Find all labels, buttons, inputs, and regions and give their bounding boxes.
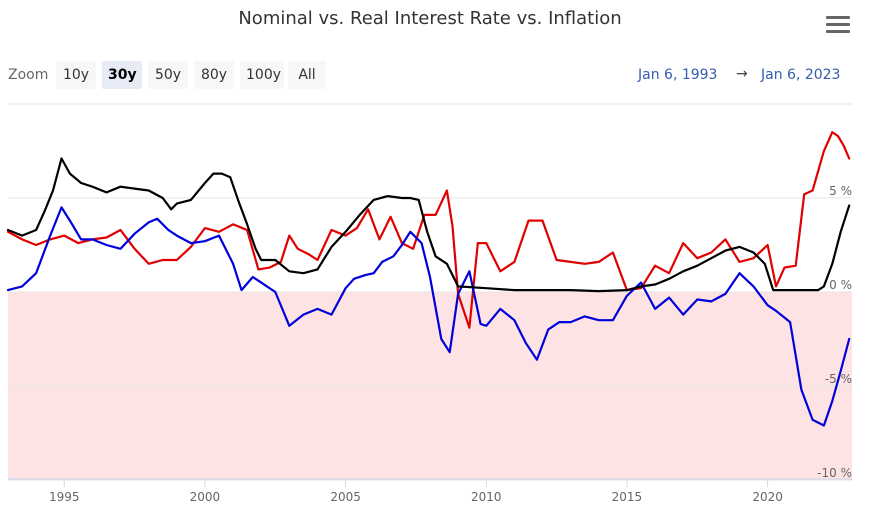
series-line-inflation[interactable]: [6, 131, 851, 329]
zoom-all-button[interactable]: All: [288, 61, 326, 89]
gridlines: [8, 197, 852, 481]
y-tick-label: -10 %: [817, 466, 852, 480]
x-tick-labels: 1995 2000 2005 2010 2015 2020: [49, 479, 783, 504]
y-tick-label: -5 %: [825, 372, 852, 386]
y-tick-label: 0 %: [829, 278, 852, 292]
zoom-10y-button[interactable]: 10y: [56, 61, 96, 89]
zoom-30y-button[interactable]: 30y: [102, 61, 142, 89]
x-tick-label: 2010: [471, 490, 502, 504]
series-layer: [6, 131, 851, 427]
series-line-nominal-interest-rate[interactable]: [6, 157, 851, 293]
zoom-label: Zoom: [8, 67, 49, 83]
zoom-50y-button[interactable]: 50y: [148, 61, 188, 89]
x-tick-label: 2005: [330, 490, 361, 504]
range-arrow: →: [736, 66, 748, 82]
y-tick-label: 5 %: [829, 184, 852, 198]
chart-title: Nominal vs. Real Interest Rate vs. Infla…: [238, 8, 622, 29]
x-tick-label: 2020: [752, 490, 783, 504]
x-tick-label: 2015: [612, 490, 643, 504]
range-to-input[interactable]: Jan 6, 2023: [761, 67, 841, 83]
hamburger-menu-icon[interactable]: [826, 16, 850, 36]
series-line-real-interest-rate[interactable]: [6, 206, 851, 427]
zoom-80y-button[interactable]: 80y: [194, 61, 234, 89]
x-tick-label: 2000: [190, 490, 221, 504]
range-from-input[interactable]: Jan 6, 1993: [638, 67, 718, 83]
x-tick-label: 1995: [49, 490, 80, 504]
zoom-100y-button[interactable]: 100y: [240, 61, 284, 89]
y-tick-labels: 5 % 0 % -5 % -10 %: [817, 184, 852, 480]
